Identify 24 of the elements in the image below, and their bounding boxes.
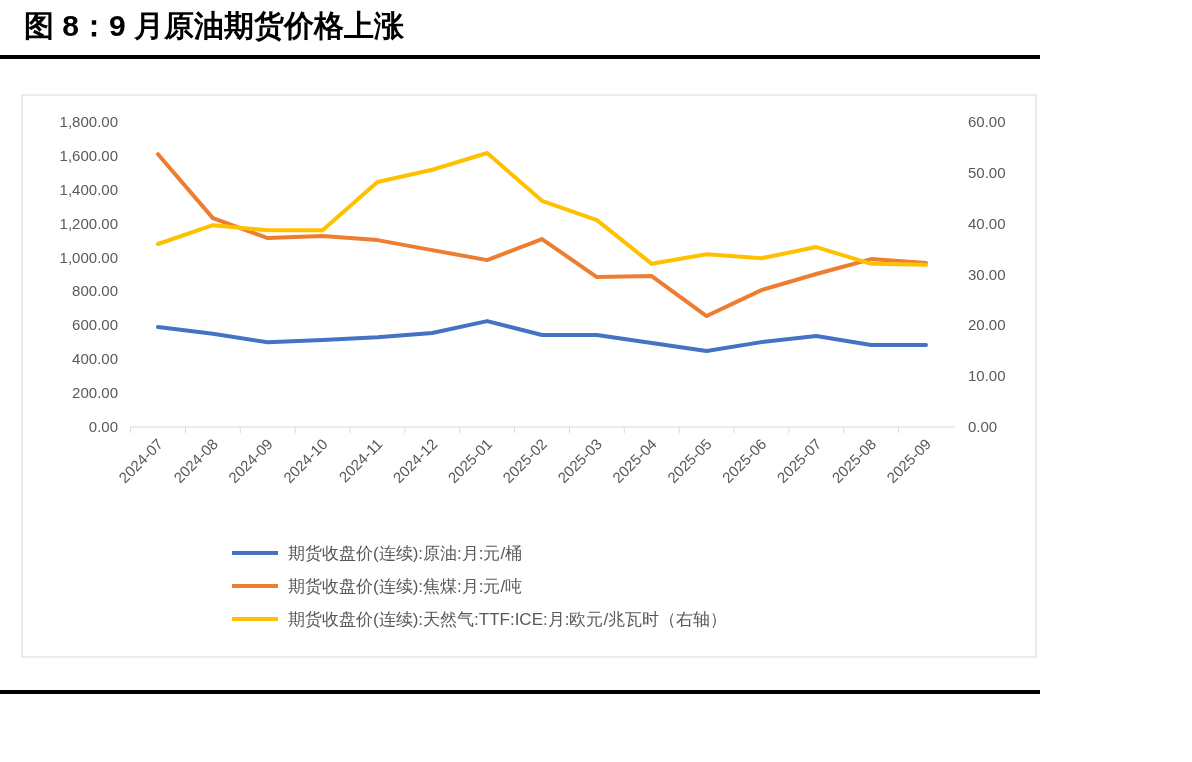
y-tick-label: 1,800.00 [59,113,118,130]
legend-label: 期货收盘价(连续):天然气:TTF:ICE:月:欧元/兆瓦时（右轴） [288,610,728,629]
y-tick-label: 1,400.00 [59,180,118,198]
y2-tick-label: 60.00 [968,113,1006,130]
y-tick-label: 200.00 [72,384,118,402]
y2-tick-label: 0.00 [968,418,998,435]
y-tick-label: 400.00 [72,350,118,368]
y-tick-label: 1,600.00 [59,146,118,164]
y2-tick-label: 50.00 [968,163,1006,181]
legend-label: 期货收盘价(连续):原油:月:元/桶 [288,544,523,563]
y2-tick-label: 20.00 [968,316,1006,334]
y-tick-label: 800.00 [72,282,118,300]
y-tick-label: 1,000.00 [59,248,118,266]
chart-title: 图 8：9 月原油期货价格上涨 [24,9,406,42]
legend-label: 期货收盘价(连续):焦煤:月:元/吨 [288,577,523,596]
line-series [156,151,928,267]
line-series [156,152,928,319]
line-series [156,319,928,354]
y-tick-label: 1,200.00 [59,214,118,232]
y-tick-label: 600.00 [72,316,118,334]
y2-tick-label: 30.00 [968,265,1006,283]
y2-tick-label: 10.00 [968,367,1006,385]
y2-tick-label: 40.00 [968,214,1006,232]
y-tick-label: 0.00 [88,418,118,435]
